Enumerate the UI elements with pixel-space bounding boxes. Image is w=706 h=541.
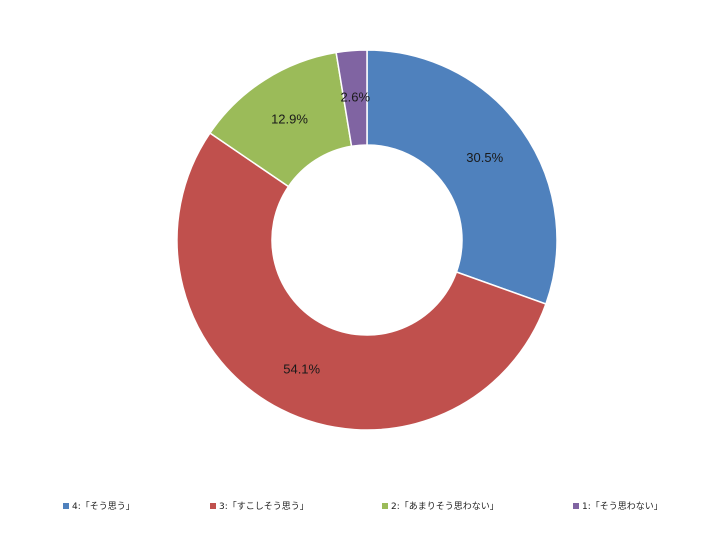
legend-swatch-3 [382, 502, 388, 509]
legend-item-2: 3:「すこしそう思う」 [210, 499, 309, 512]
slice-label-1: 30.5% [466, 150, 503, 165]
slice-label-3: 12.9% [271, 112, 308, 127]
legend-swatch-2 [210, 502, 216, 509]
legend-item-1: 4:「そう思う」 [63, 499, 135, 512]
chart-legend: 4:「そう思う」 3:「すこしそう思う」 2:「あまりそう思わない」 1:「そう… [0, 499, 706, 515]
legend-swatch-1 [63, 502, 69, 509]
legend-item-3: 2:「あまりそう思わない」 [382, 499, 499, 512]
donut-slice-4 [335, 49, 368, 148]
legend-swatch-4 [573, 502, 579, 509]
slice-label-4: 2.6% [340, 89, 370, 104]
donut-slice-2 [176, 132, 547, 431]
legend-item-4: 1:「そう思わない」 [573, 499, 663, 512]
legend-label-3: 2:「あまりそう思わない」 [391, 502, 499, 512]
legend-label-2: 3:「すこしそう思う」 [219, 502, 309, 512]
donut-slice-1 [366, 49, 558, 305]
legend-label-1: 4:「そう思う」 [72, 502, 135, 512]
legend-label-4: 1:「そう思わない」 [582, 502, 663, 512]
slice-label-2: 54.1% [283, 361, 320, 376]
